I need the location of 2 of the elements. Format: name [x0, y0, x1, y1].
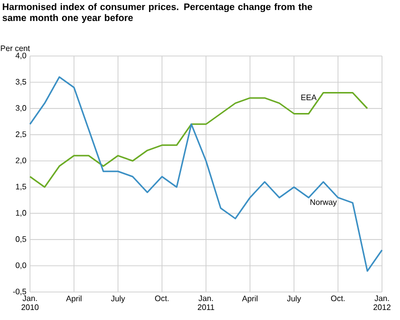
line-series — [29, 76, 383, 272]
chart-title: Harmonised index of consumer prices. Percentage change from the same month one year before — [2, 3, 312, 23]
